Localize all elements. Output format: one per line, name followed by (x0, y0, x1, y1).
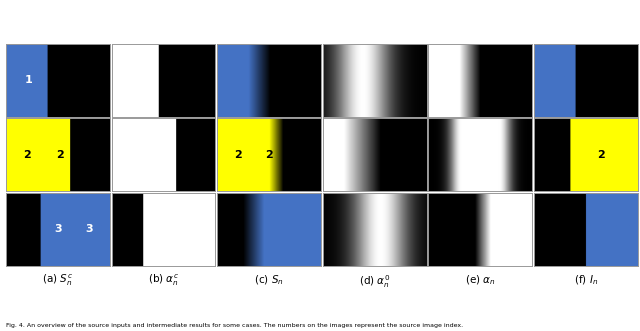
Text: Fig. 4. An overview of the source inputs and intermediate results for some cases: Fig. 4. An overview of the source inputs… (6, 323, 463, 328)
Text: 2: 2 (23, 150, 31, 160)
Text: (a) $S_n^c$: (a) $S_n^c$ (42, 273, 74, 289)
Text: 2: 2 (234, 150, 242, 160)
Text: 2: 2 (265, 150, 273, 160)
Text: (e) $\alpha_n$: (e) $\alpha_n$ (465, 273, 496, 287)
Text: 2: 2 (598, 150, 605, 160)
Text: (f) $I_n$: (f) $I_n$ (574, 273, 598, 287)
Text: 3: 3 (85, 224, 93, 234)
Text: (d) $\alpha_n^0$: (d) $\alpha_n^0$ (359, 273, 390, 290)
Text: 1: 1 (25, 75, 33, 85)
Text: (b) $\alpha_n^c$: (b) $\alpha_n^c$ (148, 273, 179, 289)
Text: 3: 3 (54, 224, 61, 234)
Text: (c) $S_n$: (c) $S_n$ (254, 273, 284, 287)
Text: 2: 2 (56, 150, 64, 160)
